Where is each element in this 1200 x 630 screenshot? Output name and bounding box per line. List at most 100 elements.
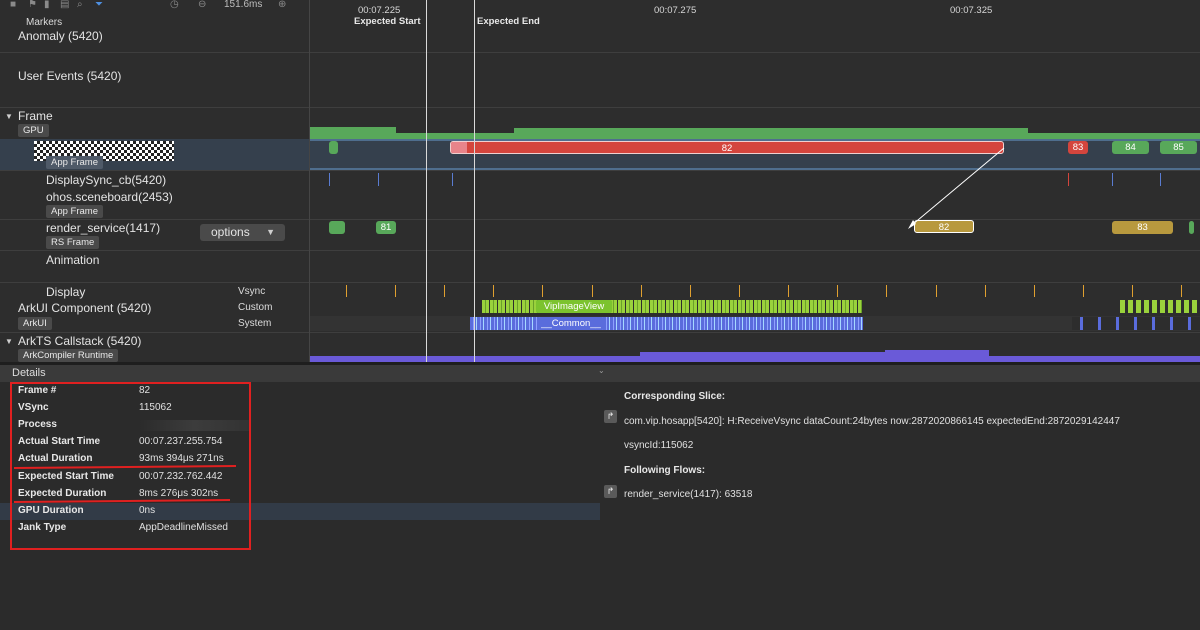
vsync-tick[interactable]: [788, 285, 789, 297]
app-frame-slice[interactable]: 84: [1112, 141, 1149, 154]
display-sync-tick[interactable]: [1112, 173, 1113, 186]
vsync-tick[interactable]: [886, 285, 887, 297]
detail-row: Process: [0, 419, 600, 436]
display-sync-tick[interactable]: [1068, 173, 1069, 186]
rs-frame-slice[interactable]: [1189, 221, 1194, 234]
expected-start-line[interactable]: [426, 0, 427, 362]
jump-to-flow-icon[interactable]: ↱: [604, 485, 617, 498]
track-graph-area[interactable]: 00:07.225 00:07.275 00:07.325 Expected S…: [310, 0, 1200, 362]
display-sync-tick[interactable]: [329, 173, 330, 186]
markers-label: Markers: [26, 17, 63, 28]
app-frame-slice[interactable]: [329, 141, 338, 154]
vsync-tick[interactable]: [346, 285, 347, 297]
display-track-label[interactable]: Display: [46, 285, 86, 299]
detail-row: Actual Duration 93ms 394μs 271ns: [0, 453, 600, 470]
track-labels-panel: ■ ⚑ ▮ ▤ ⌕ ⏷ ◷ ⊖ 151.6ms ⊕ Markers Anomal…: [0, 0, 310, 362]
filter-icon[interactable]: ⏷: [95, 0, 103, 10]
highlight-annotation-box: [10, 382, 251, 550]
sceneboard-track-label[interactable]: ohos.sceneboard(2453): [46, 190, 173, 204]
display-sync-tick[interactable]: [452, 173, 453, 186]
arkui-system-slices[interactable]: [1072, 317, 1200, 330]
ruler-icon[interactable]: ▤: [60, 0, 70, 10]
animation-track-label[interactable]: Animation: [46, 253, 100, 267]
zoom-level: 151.6ms: [224, 0, 263, 10]
bookmark-icon[interactable]: ▮: [44, 0, 50, 10]
track-baseline: [310, 168, 1200, 170]
expand-caret-icon[interactable]: ▼: [5, 112, 13, 121]
vip-image-view-slice[interactable]: VipImageView: [536, 300, 612, 313]
user-events-track-label[interactable]: User Events (5420): [18, 69, 122, 83]
display-sync-track-label[interactable]: DisplaySync_cb(5420): [46, 173, 167, 187]
clock-icon[interactable]: ◷: [170, 0, 179, 10]
expand-caret-icon[interactable]: ▼: [5, 337, 13, 346]
gpu-tag: GPU: [18, 124, 49, 137]
rs-frame-tag: RS Frame: [46, 236, 100, 249]
app-frame-slice[interactable]: 83: [1068, 141, 1088, 154]
detail-key: GPU Duration: [18, 505, 84, 516]
row-divider: [0, 170, 1200, 171]
anomaly-track-label[interactable]: Anomaly (5420): [18, 29, 103, 43]
vsync-label: Vsync: [238, 286, 266, 297]
zoom-out-icon[interactable]: ⊖: [198, 0, 207, 10]
time-tick-label: 00:07.225: [358, 5, 401, 16]
detail-key: VSync: [18, 402, 49, 413]
rs-frame-slice[interactable]: [329, 221, 345, 234]
custom-label: Custom: [238, 302, 273, 313]
row-divider: [0, 282, 1200, 283]
vsync-tick[interactable]: [1181, 285, 1182, 297]
vsync-tick[interactable]: [444, 285, 445, 297]
following-flows-title: Following Flows:: [624, 465, 706, 476]
vsync-tick[interactable]: [395, 285, 396, 297]
vsync-tick[interactable]: [592, 285, 593, 297]
vsync-tick[interactable]: [985, 285, 986, 297]
detail-key: Actual Start Time: [18, 436, 101, 447]
vsync-tick[interactable]: [1034, 285, 1035, 297]
common-slice[interactable]: __Common__: [538, 317, 604, 330]
app-frame-slice-selected[interactable]: 82: [450, 141, 1004, 154]
rs-frame-slice[interactable]: 81: [376, 221, 396, 234]
vsync-tick[interactable]: [690, 285, 691, 297]
arkui-component-track-label[interactable]: ArkUI Component (5420): [18, 301, 152, 315]
gpu-usage-block: [514, 128, 1028, 139]
vsync-tick[interactable]: [1132, 285, 1133, 297]
detail-row: VSync 115062: [0, 402, 600, 419]
vsync-tick[interactable]: [542, 285, 543, 297]
corresponding-slice-title: Corresponding Slice:: [624, 391, 726, 402]
arkts-usage-block: [885, 350, 989, 362]
panel-splitter[interactable]: [0, 362, 1200, 365]
app-frame-slice[interactable]: 85: [1160, 141, 1197, 154]
display-sync-tick[interactable]: [1160, 173, 1161, 186]
expected-end-line[interactable]: [474, 0, 475, 362]
vsync-tick[interactable]: [739, 285, 740, 297]
detail-row: Expected Duration 8ms 276μs 302ns: [0, 488, 600, 505]
vsync-tick[interactable]: [936, 285, 937, 297]
vsync-tick[interactable]: [493, 285, 494, 297]
vsync-tick[interactable]: [1083, 285, 1084, 297]
detail-key: Expected Start Time: [18, 471, 114, 482]
options-dropdown[interactable]: options ▼: [200, 224, 285, 241]
display-sync-tick[interactable]: [378, 173, 379, 186]
vsync-tick[interactable]: [837, 285, 838, 297]
detail-row: Jank Type AppDeadlineMissed: [0, 522, 600, 539]
search-icon[interactable]: ⌕: [77, 0, 83, 10]
arkui-system-slices[interactable]: [470, 317, 863, 330]
corresponding-slice-link[interactable]: com.vip.hosapp[5420]: H:ReceiveVsync dat…: [624, 416, 1120, 427]
gpu-usage-block: [310, 127, 396, 139]
vsync-tick[interactable]: [641, 285, 642, 297]
zoom-in-icon[interactable]: ⊕: [278, 0, 287, 10]
track-baseline: [310, 139, 1200, 141]
flag-icon[interactable]: ⚑: [28, 0, 37, 10]
following-flow-link[interactable]: render_service(1417): 63518: [624, 489, 753, 500]
row-divider: [0, 332, 1200, 333]
frame-track-label[interactable]: Frame: [18, 109, 53, 123]
jump-to-slice-icon[interactable]: ↱: [604, 410, 617, 423]
square-icon[interactable]: ■: [10, 0, 17, 10]
arkui-custom-slices[interactable]: [1120, 300, 1200, 313]
details-body: Frame # 82 VSync 115062 Process Actual S…: [0, 382, 1200, 630]
render-service-track-label[interactable]: render_service(1417): [46, 221, 161, 235]
arkts-callstack-track-label[interactable]: ArkTS Callstack (5420): [18, 334, 142, 348]
detail-row: Actual Start Time 00:07.237.255.754: [0, 436, 600, 453]
rs-frame-slice[interactable]: 83: [1112, 221, 1173, 234]
rs-frame-slice-linked[interactable]: 82: [914, 220, 974, 233]
collapse-chevron-icon[interactable]: ⌄: [598, 366, 605, 375]
